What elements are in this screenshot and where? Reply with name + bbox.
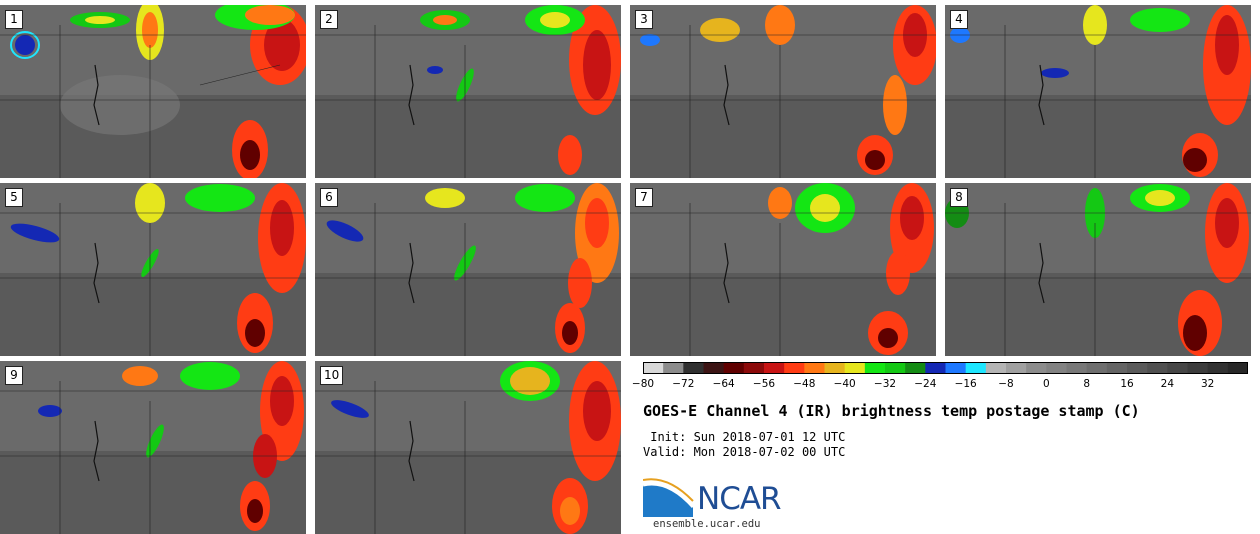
colorbar-tick-label: −72 — [672, 378, 695, 390]
stamp-panel-10: 10 — [315, 361, 621, 534]
colorbar-segment — [905, 362, 926, 374]
colorbar-tick-label: 8 — [1083, 378, 1090, 390]
stamp-panel-5: 5 — [0, 183, 306, 356]
colorbar-segment — [1026, 362, 1047, 374]
colorbar-segment — [844, 362, 866, 374]
ir-satellite-image — [0, 183, 306, 356]
colorbar-segment — [703, 362, 725, 374]
panel-number: 2 — [320, 10, 338, 29]
ir-satellite-image — [0, 5, 306, 178]
stamp-panel-3: 3 — [630, 5, 936, 178]
panel-number: 5 — [5, 188, 23, 207]
colorbar-segment — [945, 362, 967, 374]
colorbar-tick-label: −48 — [793, 378, 816, 390]
site-url: ensemble.ucar.edu — [653, 518, 761, 530]
init-time: Init: Sun 2018-07-01 12 UTC — [643, 430, 846, 444]
colorbar-tick-label: −32 — [873, 378, 897, 390]
colorbar-tick-label: −24 — [914, 378, 937, 390]
ir-satellite-image — [315, 361, 621, 534]
stamp-panel-9: 9 — [0, 361, 306, 534]
colorbar-segment — [1106, 362, 1128, 374]
colorbar-tick-label: −56 — [752, 378, 776, 390]
colorbar-tick-label: −8 — [998, 378, 1014, 390]
panel-number: 9 — [5, 366, 23, 385]
ir-satellite-image — [945, 183, 1251, 356]
colorbar-segment — [1167, 362, 1188, 374]
ir-satellite-image — [0, 361, 306, 534]
colorbar-tick-label: 16 — [1120, 378, 1134, 390]
colorbar-tick-labels: −80 −72 −64 −56 −48 −40 −32 −24 −16 −8 0 8 16 24 32 — [626, 378, 1260, 394]
colorbar-segment — [663, 362, 684, 374]
ir-satellite-image — [630, 5, 936, 178]
stamp-panel-2: 2 — [315, 5, 621, 178]
colorbar-segment — [784, 362, 805, 374]
colorbar-segment — [1046, 362, 1067, 374]
colorbar-segment — [1227, 362, 1248, 374]
colorbar-segment — [1066, 362, 1088, 374]
stamp-panel-1: 1 — [0, 5, 306, 178]
panel-number: 6 — [320, 188, 338, 207]
colorbar-border — [643, 362, 1248, 374]
colorbar-segment — [723, 362, 745, 374]
colorbar-segment — [804, 362, 825, 374]
chart-title: GOES-E Channel 4 (IR) brightness temp po… — [643, 402, 1140, 420]
colorbar-segment — [864, 362, 886, 374]
colorbar-tick-label: 24 — [1160, 378, 1175, 390]
panel-number: 7 — [635, 188, 653, 207]
panel-number: 1 — [5, 10, 23, 29]
ncar-logo-text: NCAR — [697, 481, 782, 517]
colorbar-segment — [1187, 362, 1209, 374]
colorbar-tick-label: −80 — [631, 378, 655, 390]
colorbar — [643, 362, 1248, 374]
panel-number: 10 — [320, 366, 344, 385]
colorbar-segment — [1086, 362, 1108, 374]
colorbar-segment — [1127, 362, 1148, 374]
stamp-panel-7: 7 — [630, 183, 936, 356]
stamp-panel-4: 4 — [945, 5, 1251, 178]
panel-number: 4 — [950, 10, 968, 29]
colorbar-segment — [824, 362, 846, 374]
colorbar-tick-label: 0 — [1042, 378, 1050, 390]
ir-satellite-image — [315, 183, 621, 356]
valid-time: Valid: Mon 2018-07-02 00 UTC — [643, 445, 846, 459]
colorbar-segment — [1006, 362, 1027, 374]
colorbar-segment — [743, 362, 765, 374]
ir-satellite-image — [315, 5, 621, 178]
ir-satellite-image — [630, 183, 936, 356]
colorbar-segment — [643, 362, 664, 374]
colorbar-segment — [985, 362, 1007, 374]
panel-number: 3 — [635, 10, 653, 29]
stamp-panel-8: 8 — [945, 183, 1251, 356]
colorbar-tick-label: 32 — [1200, 378, 1215, 390]
colorbar-segment — [965, 362, 987, 374]
colorbar-segment — [885, 362, 906, 374]
panel-number: 8 — [950, 188, 968, 207]
colorbar-segment — [1207, 362, 1229, 374]
colorbar-tick-label: −40 — [833, 378, 856, 390]
colorbar-tick-label: −64 — [712, 378, 735, 390]
stamp-panel-6: 6 — [315, 183, 621, 356]
colorbar-segment — [1147, 362, 1168, 374]
ir-satellite-image — [945, 5, 1251, 178]
colorbar-segment — [683, 362, 704, 374]
colorbar-segment — [925, 362, 946, 374]
colorbar-segment — [764, 362, 785, 374]
colorbar-tick-label: −16 — [954, 378, 977, 390]
ncar-logo-icon — [643, 478, 695, 517]
